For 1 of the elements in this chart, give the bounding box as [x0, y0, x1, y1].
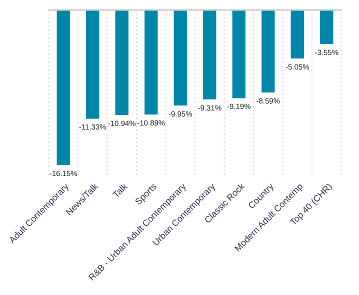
x-tick-label: Talk: [110, 180, 130, 200]
